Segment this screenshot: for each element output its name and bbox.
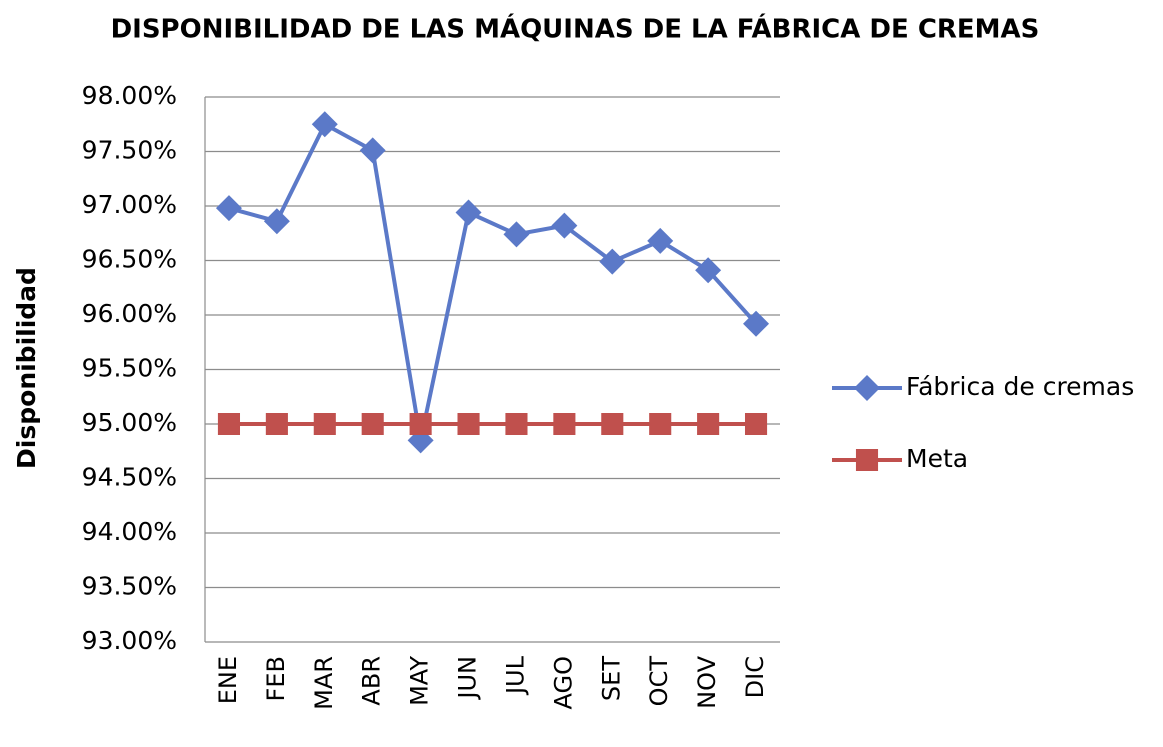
y-tick-label: 95.00% — [82, 408, 177, 437]
data-point — [215, 195, 242, 222]
data-point — [455, 199, 482, 226]
y-tick-label: 95.50% — [82, 354, 177, 383]
x-tick-label: OCT — [645, 656, 673, 707]
x-tick-label: ABR — [358, 656, 386, 706]
x-tick-label: ENE — [214, 656, 242, 704]
data-point — [361, 412, 384, 436]
data-point — [695, 257, 722, 284]
data-point — [217, 412, 241, 436]
data-point — [551, 212, 578, 239]
data-point — [647, 227, 674, 254]
data-point — [265, 412, 288, 436]
series-line — [228, 121, 758, 441]
data-point — [744, 412, 768, 436]
data-point — [553, 412, 576, 436]
y-tick-label: 98.00% — [82, 81, 177, 110]
y-tick-label: 97.00% — [82, 190, 177, 219]
y-axis-label: Disponibilidad — [12, 267, 41, 469]
y-tick-label: 94.00% — [82, 517, 177, 546]
legend-marker — [855, 448, 879, 472]
data-point — [505, 412, 528, 436]
data-point — [503, 221, 530, 248]
x-tick-label: AGO — [549, 656, 577, 709]
x-tick-label: DIC — [741, 656, 769, 698]
y-tick-label: 96.00% — [82, 299, 177, 328]
y-tick-label: 93.50% — [82, 572, 177, 601]
legend-label: Fábrica de cremas — [906, 372, 1134, 401]
legend-marker — [854, 375, 880, 401]
legend-label: Meta — [906, 444, 968, 473]
x-tick-label: MAR — [310, 656, 338, 710]
x-tick-label: MAY — [406, 656, 434, 706]
data-point — [263, 208, 290, 235]
data-point — [311, 111, 338, 138]
y-tick-label: 94.50% — [82, 463, 177, 492]
x-tick-label: SET — [597, 656, 625, 701]
y-tick-label: 96.50% — [82, 245, 177, 274]
x-tick-label: NOV — [693, 655, 721, 708]
data-point — [743, 310, 770, 337]
data-point — [409, 412, 432, 436]
x-tick-label: FEB — [262, 656, 290, 701]
x-tick-label: JUL — [501, 655, 529, 696]
data-point — [649, 412, 672, 436]
x-tick-label: JUN — [454, 656, 482, 701]
data-point — [313, 412, 336, 436]
data-point — [601, 412, 624, 436]
data-point — [457, 412, 480, 436]
data-point — [599, 248, 626, 275]
data-point — [697, 412, 720, 436]
chart-title: DISPONIBILIDAD DE LAS MÁQUINAS DE LA FÁB… — [111, 13, 1040, 45]
y-tick-label: 93.00% — [82, 626, 177, 655]
data-point — [359, 137, 386, 164]
y-tick-label: 97.50% — [82, 136, 177, 165]
